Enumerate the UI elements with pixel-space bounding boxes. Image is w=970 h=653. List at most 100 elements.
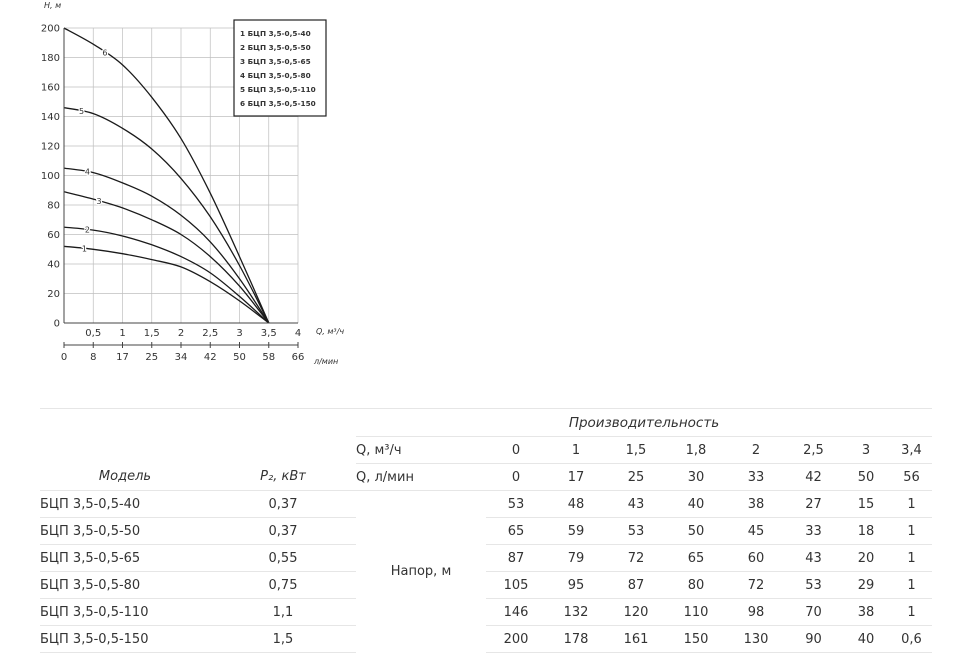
model-name: БЦП 3,5-0,5-80 <box>40 571 210 599</box>
head-value: 130 <box>726 625 786 653</box>
x-tick-label-bottom: 66 <box>292 352 305 363</box>
model-name: БЦП 3,5-0,5-65 <box>40 544 210 572</box>
y-tick-label: 180 <box>41 53 60 64</box>
performance-table-wrap: Производительность Q, м³/ч 0 1 1,5 1,8 2 2,5 3… <box>40 408 933 653</box>
q-lmin-value: 33 <box>726 463 786 491</box>
head-value: 1 <box>891 571 933 599</box>
model-name: БЦП 3,5-0,5-40 <box>40 490 210 518</box>
y-tick-label: 20 <box>47 289 60 300</box>
x-tick-label-top: 3 <box>236 328 242 339</box>
head-value: 150 <box>666 625 726 653</box>
q-lmin-label: Q, л/мин <box>356 463 486 491</box>
head-value: 18 <box>841 517 891 545</box>
head-value: 53 <box>786 571 841 599</box>
head-value: 146 <box>486 598 546 626</box>
q-lmin-value: 50 <box>841 463 891 491</box>
head-value: 79 <box>546 544 606 572</box>
q-m3-value: 1,8 <box>666 436 726 464</box>
chart-legend: 1 БЦП 3,5-0,5-40 2 БЦП 3,5-0,5-50 3 БЦП 3,… <box>233 19 327 117</box>
power-value: 1,1 <box>210 598 356 626</box>
table-row: БЦП 3,5-0,5-110 1,1 146 132 120 110 98 70 38 1 <box>40 598 933 626</box>
head-value: 70 <box>786 598 841 626</box>
power-value: 0,75 <box>210 571 356 599</box>
head-value: 53 <box>606 517 666 545</box>
production-title: Производительность <box>356 408 933 437</box>
curve-label-3: 3 <box>97 197 102 206</box>
q-m3-value: 2 <box>726 436 786 464</box>
head-value: 80 <box>666 571 726 599</box>
head-value: 60 <box>726 544 786 572</box>
curve-label-1: 1 <box>82 244 87 253</box>
head-value: 27 <box>786 490 841 518</box>
head-value: 43 <box>786 544 841 572</box>
head-value: 33 <box>786 517 841 545</box>
curve-series-3 <box>63 191 270 324</box>
legend-box <box>233 19 327 117</box>
x-tick-label-bottom: 17 <box>116 352 129 363</box>
head-value: 87 <box>486 544 546 572</box>
legend-entry: 4 БЦП 3,5-0,5-80 <box>240 71 311 80</box>
curve-label-6: 6 <box>102 48 107 57</box>
x-tick-label-top: 2 <box>178 328 184 339</box>
q-lmin-value: 17 <box>546 463 606 491</box>
head-value: 53 <box>486 490 546 518</box>
legend-entry: 2 БЦП 3,5-0,5-50 <box>240 43 311 52</box>
head-value: 87 <box>606 571 666 599</box>
legend-entry: 6 БЦП 3,5-0,5-150 <box>240 99 316 108</box>
legend-entry: 3 БЦП 3,5-0,5-65 <box>240 57 311 66</box>
y-axis-label: Н, м <box>44 1 61 10</box>
legend-entry: 5 БЦП 3,5-0,5-110 <box>240 85 316 94</box>
x-axis-label-top: Q, м³/ч <box>316 327 344 336</box>
legend-entry: 1 БЦП 3,5-0,5-40 <box>240 29 311 38</box>
head-value: 105 <box>486 571 546 599</box>
q-m3-value: 1,5 <box>606 436 666 464</box>
q-m3-label: Q, м³/ч <box>356 436 486 464</box>
q-m3-value: 2,5 <box>786 436 841 464</box>
power-value: 0,55 <box>210 544 356 572</box>
x-tick-label-bottom: 0 <box>61 352 67 363</box>
head-value: 65 <box>666 544 726 572</box>
x-axis-label-bottom: л/мин <box>313 357 338 366</box>
x-tick-label-bottom: 42 <box>204 352 217 363</box>
curve-series-2 <box>63 226 270 324</box>
x-tick-label-bottom: 25 <box>145 352 158 363</box>
model-name: БЦП 3,5-0,5-150 <box>40 625 210 653</box>
q-lmin-value: 42 <box>786 463 841 491</box>
head-value: 1 <box>891 544 933 572</box>
q-m3-value: 1 <box>546 436 606 464</box>
y-tick-label: 40 <box>47 260 60 271</box>
curve-series-6 <box>63 27 270 324</box>
head-value: 20 <box>841 544 891 572</box>
head-value: 72 <box>726 571 786 599</box>
head-value: 50 <box>666 517 726 545</box>
y-tick-label: 100 <box>41 171 60 182</box>
head-value: 43 <box>606 490 666 518</box>
table-row: БЦП 3,5-0,5-50 0,37 65 59 53 50 45 33 18 1 <box>40 517 933 545</box>
head-value: 48 <box>546 490 606 518</box>
x-tick-label-top: 3,5 <box>261 328 277 339</box>
head-label: Напор, м <box>390 564 452 580</box>
y-tick-label: 200 <box>41 24 60 35</box>
curve-series-5 <box>63 107 270 324</box>
head-value: 178 <box>546 625 606 653</box>
head-value: 65 <box>486 517 546 545</box>
x-tick-label-bottom: 8 <box>90 352 96 363</box>
head-value: 161 <box>606 625 666 653</box>
q-m3-value: 0 <box>486 436 546 464</box>
head-value: 0,6 <box>891 625 933 653</box>
curve-series-4 <box>63 167 270 324</box>
model-header: Модель <box>40 463 210 491</box>
curve-label-2: 2 <box>85 225 90 234</box>
y-tick-label: 140 <box>41 112 60 123</box>
y-tick-label: 60 <box>47 230 60 241</box>
head-value: 132 <box>546 598 606 626</box>
curve-label-5: 5 <box>79 107 84 116</box>
head-value: 200 <box>486 625 546 653</box>
x-tick-label-top: 1,5 <box>144 328 160 339</box>
head-value: 15 <box>841 490 891 518</box>
head-value: 45 <box>726 517 786 545</box>
head-value: 1 <box>891 598 933 626</box>
y-tick-label: 120 <box>41 142 60 153</box>
